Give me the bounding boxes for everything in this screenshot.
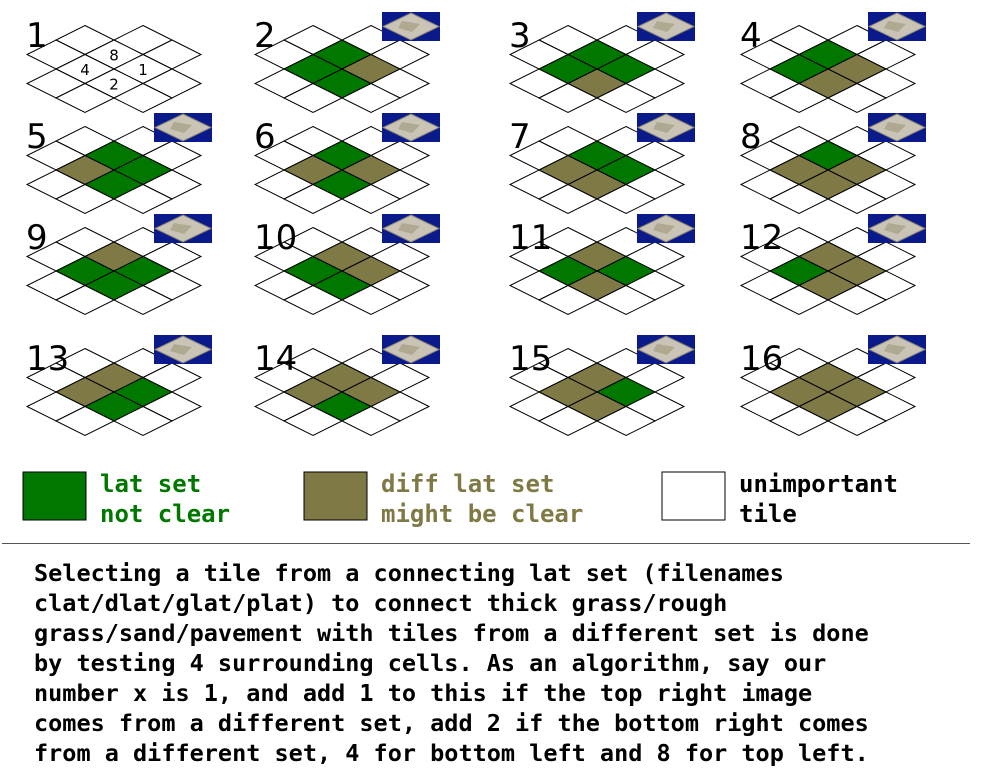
legend-swatch xyxy=(303,471,368,521)
tile-diagram-4: 4 xyxy=(739,12,927,114)
unimportant-tile xyxy=(537,284,599,316)
diagram-number: 3 xyxy=(509,16,531,56)
unimportant-tile xyxy=(54,405,116,437)
unimportant-tile xyxy=(54,183,116,215)
diagram-number: 14 xyxy=(254,339,297,379)
tile-diagram-3: 3 xyxy=(508,12,696,114)
diagram-number: 11 xyxy=(509,218,552,258)
unimportant-tile xyxy=(112,405,174,437)
unimportant-tile xyxy=(54,284,116,316)
unimportant-tile xyxy=(54,82,116,114)
tile-thumbnail xyxy=(636,214,696,243)
unimportant-tile xyxy=(768,183,830,215)
diagram-number: 12 xyxy=(740,218,783,258)
unimportant-tile xyxy=(826,284,888,316)
diagram-number: 2 xyxy=(254,16,276,56)
unimportant-tile xyxy=(768,405,830,437)
legend-label: lat set xyxy=(100,470,201,498)
tile-thumbnail xyxy=(153,113,213,142)
unimportant-tile xyxy=(112,82,174,114)
divider xyxy=(2,543,970,544)
unimportant-tile xyxy=(340,405,402,437)
tile-thumbnail xyxy=(381,12,441,41)
tile-diagram-9: 9 xyxy=(25,214,213,316)
unimportant-tile xyxy=(537,82,599,114)
tile-thumbnail xyxy=(867,12,927,41)
legend-label: tile xyxy=(739,500,797,528)
corner-label-left: 4 xyxy=(80,61,90,79)
unimportant-tile xyxy=(537,183,599,215)
tile-diagram-10: 10 xyxy=(253,214,441,316)
diagram-number: 9 xyxy=(26,218,48,258)
unimportant-tile xyxy=(826,183,888,215)
diagram-number: 13 xyxy=(26,339,69,379)
unimportant-tile xyxy=(595,405,657,437)
tile-thumbnail xyxy=(381,113,441,142)
diagram-number: 1 xyxy=(26,16,48,56)
corner-label-right: 1 xyxy=(138,61,148,79)
diagram-number: 4 xyxy=(740,16,762,56)
unimportant-tile xyxy=(282,284,344,316)
diagram-number: 16 xyxy=(740,339,783,379)
tile-diagram-6: 6 xyxy=(253,113,441,215)
unimportant-tile xyxy=(537,405,599,437)
unimportant-tile xyxy=(340,183,402,215)
legend-label: diff lat set xyxy=(381,470,554,498)
tile-diagram-8: 8 xyxy=(739,113,927,215)
unimportant-tile xyxy=(826,405,888,437)
unimportant-tile xyxy=(282,183,344,215)
unimportant-tile xyxy=(768,284,830,316)
diagram-number: 10 xyxy=(254,218,297,258)
unimportant-tile xyxy=(826,82,888,114)
unimportant-tile xyxy=(340,284,402,316)
unimportant-tile xyxy=(595,284,657,316)
unimportant-tile xyxy=(595,183,657,215)
tile-diagram-7: 7 xyxy=(508,113,696,215)
unimportant-tile xyxy=(340,82,402,114)
tile-diagram-11: 11 xyxy=(508,214,696,316)
tile-thumbnail xyxy=(636,113,696,142)
tile-thumbnail xyxy=(153,335,213,364)
tile-diagram-2: 2 xyxy=(253,12,441,114)
tile-thumbnail xyxy=(636,12,696,41)
unimportant-tile xyxy=(112,183,174,215)
tile-diagram-1: 8 1 2 4 1 xyxy=(25,16,203,114)
legend-label: might be clear xyxy=(381,500,583,528)
legend-label: unimportant xyxy=(739,470,898,498)
corner-label-bottom: 2 xyxy=(109,76,119,94)
diagram-number: 5 xyxy=(26,117,48,157)
tile-diagram-14: 14 xyxy=(253,335,441,437)
legend-label: not clear xyxy=(100,500,230,528)
unimportant-tile xyxy=(595,82,657,114)
tile-diagram-13: 13 xyxy=(25,335,213,437)
algorithm-description: Selecting a tile from a connecting lat s… xyxy=(34,559,869,767)
tile-thumbnail xyxy=(381,214,441,243)
corner-label-top: 8 xyxy=(109,47,119,65)
tile-diagram-16: 16 xyxy=(739,335,927,437)
diagram-number: 6 xyxy=(254,117,276,157)
unimportant-tile xyxy=(112,284,174,316)
diagram-number: 15 xyxy=(509,339,552,379)
legend-swatch xyxy=(22,471,87,521)
tile-thumbnail xyxy=(867,113,927,142)
tile-thumbnail xyxy=(381,335,441,364)
tile-thumbnail xyxy=(867,335,927,364)
unimportant-tile xyxy=(282,82,344,114)
tile-diagram-12: 12 xyxy=(739,214,927,316)
tile-thumbnail xyxy=(867,214,927,243)
legend-swatch xyxy=(661,471,726,521)
tile-diagram-5: 5 xyxy=(25,113,213,215)
tile-thumbnail xyxy=(153,214,213,243)
unimportant-tile xyxy=(768,82,830,114)
diagram-number: 8 xyxy=(740,117,762,157)
diagram-number: 7 xyxy=(509,117,531,157)
tile-thumbnail xyxy=(636,335,696,364)
tile-diagram-15: 15 xyxy=(508,335,696,437)
unimportant-tile xyxy=(282,405,344,437)
